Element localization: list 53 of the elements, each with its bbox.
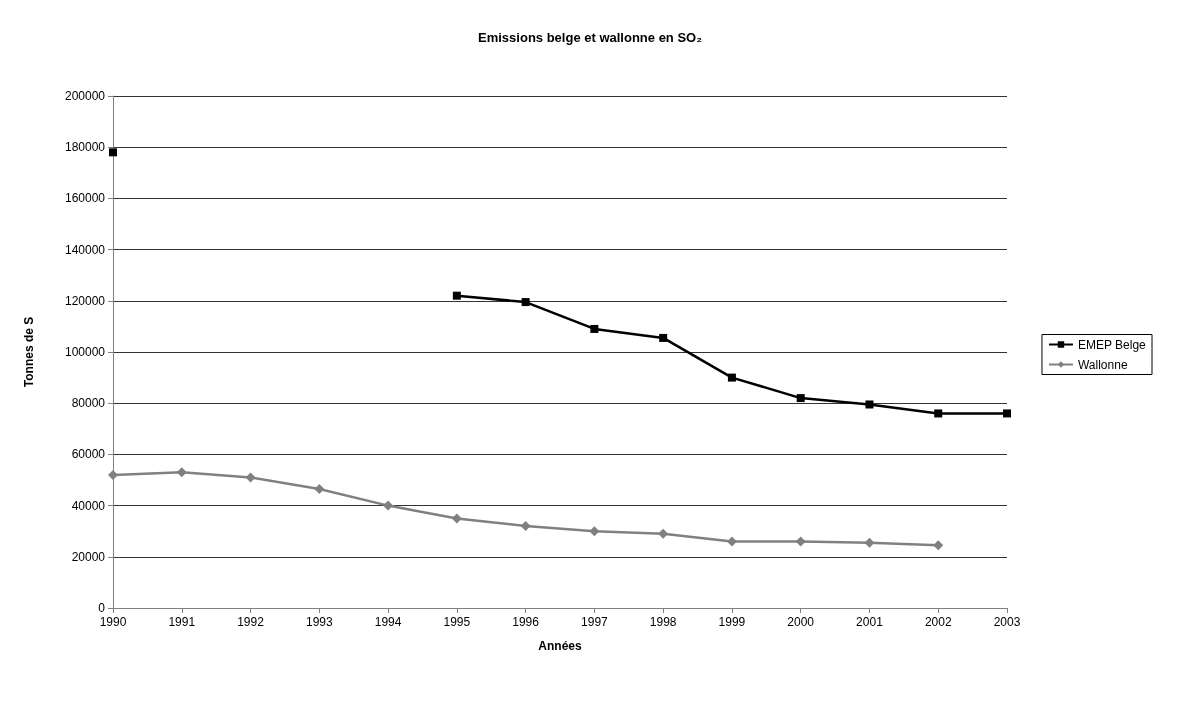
x-tick-label: 1997 <box>581 615 609 629</box>
x-tick-label: 1994 <box>374 615 402 629</box>
x-tick-label: 1991 <box>168 615 196 629</box>
point <box>865 400 874 409</box>
y-tick-label: 200000 <box>64 89 106 103</box>
y-tick-label: 0 <box>98 601 106 615</box>
point <box>659 333 668 342</box>
point <box>451 513 462 524</box>
x-tick-label: 1992 <box>237 615 265 629</box>
point <box>1003 409 1011 418</box>
x-tick-label: 2003 <box>993 615 1021 629</box>
point <box>109 148 117 157</box>
x-tick-label: 2002 <box>924 615 952 629</box>
point <box>658 528 669 539</box>
point <box>383 500 394 511</box>
y-tick-label: 140000 <box>64 242 106 257</box>
legend-label: Wallonne <box>1077 357 1128 372</box>
y-tick-label: 120000 <box>64 293 106 308</box>
point <box>934 409 943 418</box>
x-tick-label: 1990 <box>99 615 127 629</box>
point <box>245 472 256 483</box>
y-tick-label: 60000 <box>71 447 106 462</box>
x-axis-title: Années <box>538 639 582 653</box>
point <box>521 298 530 307</box>
x-tick-label: 2001 <box>856 615 884 629</box>
x-tick-label: 1999 <box>718 615 746 629</box>
point <box>795 536 806 547</box>
point <box>520 521 531 532</box>
y-tick-label: 180000 <box>64 140 106 155</box>
y-tick-label: 20000 <box>71 549 106 564</box>
point <box>176 467 187 478</box>
point <box>864 537 875 548</box>
y-tick-label: 100000 <box>64 345 106 359</box>
y-tick-label: 160000 <box>64 191 106 206</box>
point <box>933 540 944 551</box>
legend-label: EMEP Belge <box>1077 337 1147 352</box>
y-tick-label: 40000 <box>71 498 106 513</box>
point <box>796 394 805 403</box>
point <box>589 526 600 537</box>
chart-title: Emissions belge et wallonne en SO₂ <box>478 30 703 45</box>
x-tick-label: 2000 <box>787 615 815 629</box>
x-tick-label: 1996 <box>512 615 540 629</box>
point <box>452 291 461 300</box>
point <box>108 469 118 480</box>
point <box>726 536 737 547</box>
point <box>314 483 325 494</box>
x-tick-label: 1998 <box>649 615 677 629</box>
point <box>727 373 736 382</box>
x-tick-label: 1993 <box>305 615 333 629</box>
point <box>590 324 599 333</box>
y-tick-label: 80000 <box>71 396 106 411</box>
x-tick-label: 1995 <box>443 615 471 629</box>
y-axis-title: Tonnes de S <box>22 316 36 388</box>
